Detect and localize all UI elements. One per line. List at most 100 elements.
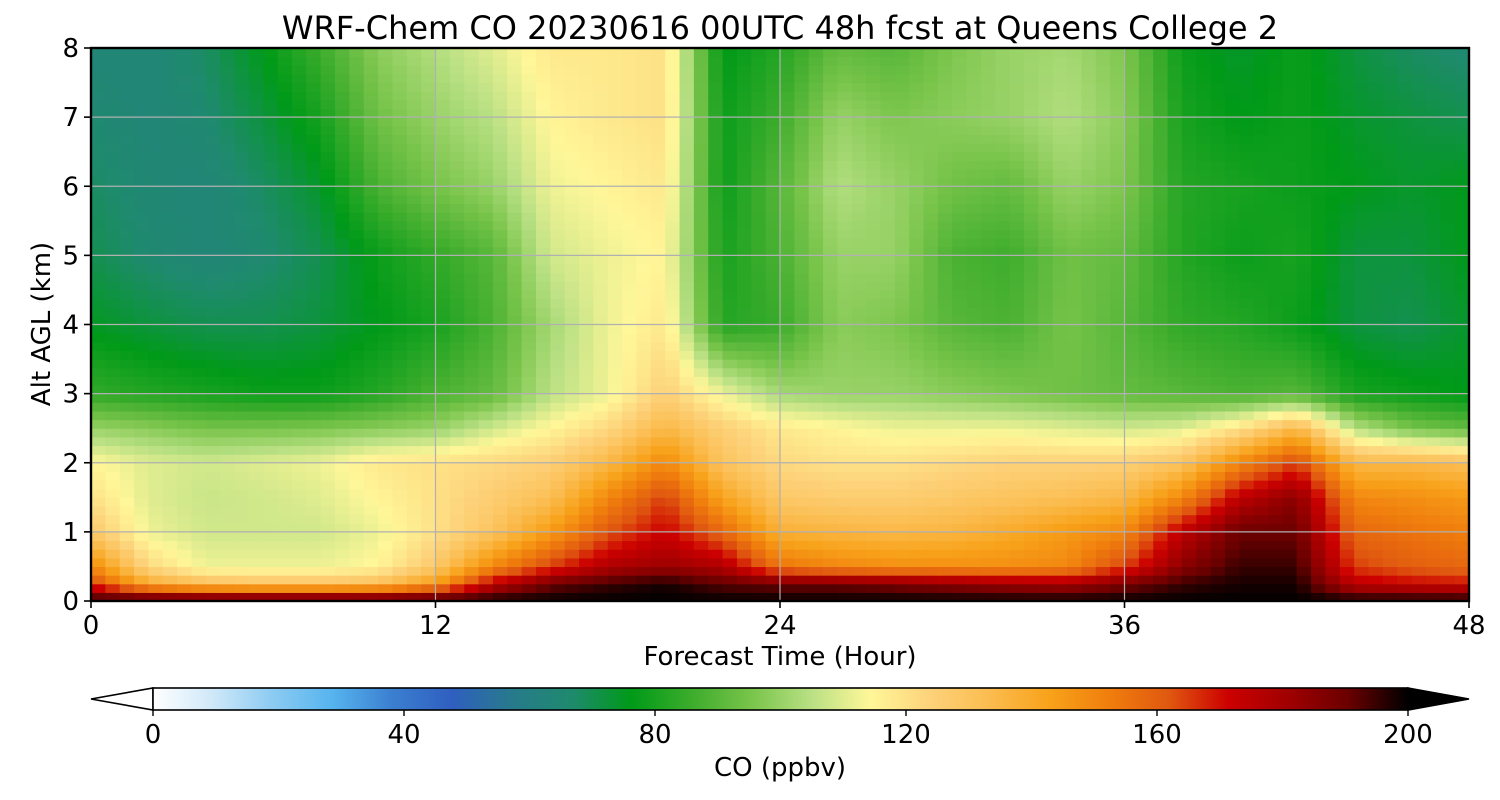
heatmap-cell (1239, 315, 1255, 326)
heatmap-cell (464, 341, 480, 352)
heatmap-cell (507, 177, 523, 187)
heatmap-cell (492, 264, 508, 274)
heatmap-cell (248, 471, 264, 481)
heatmap-cell (1167, 384, 1183, 395)
heatmap-cell (665, 557, 681, 568)
heatmap-cell (607, 333, 623, 343)
heatmap-cell (1210, 220, 1226, 231)
heatmap-cell (521, 238, 537, 248)
heatmap-cell (378, 212, 394, 222)
heatmap-cell (234, 575, 250, 585)
heatmap-cell (205, 315, 221, 326)
heatmap-cell (808, 264, 824, 274)
heatmap-cell (866, 151, 882, 161)
heatmap-cell (1038, 592, 1054, 601)
heatmap-cell (1397, 307, 1413, 317)
heatmap-cell (1411, 566, 1427, 576)
heatmap-cell (1382, 203, 1398, 213)
heatmap-cell (1382, 583, 1398, 593)
heatmap-cell (1067, 471, 1083, 481)
heatmap-cell (263, 229, 279, 239)
heatmap-cell (966, 497, 982, 507)
heatmap-cell (406, 194, 422, 205)
heatmap-cell (392, 583, 408, 593)
heatmap-cell (851, 341, 867, 352)
heatmap-cell (880, 194, 896, 205)
heatmap-cell (435, 315, 451, 326)
heatmap-cell (134, 333, 150, 343)
heatmap-cell (1440, 445, 1456, 455)
heatmap-cell (91, 436, 106, 447)
heatmap-cell (708, 419, 724, 429)
heatmap-cell (636, 471, 652, 481)
heatmap-cell (880, 592, 896, 601)
heatmap-cell (1224, 272, 1240, 282)
heatmap-cell (119, 488, 135, 498)
heatmap-cell (191, 220, 207, 231)
heatmap-cell (263, 203, 279, 213)
heatmap-cell (421, 384, 437, 395)
heatmap-cell (966, 307, 982, 317)
heatmap-cell (693, 255, 709, 265)
heatmap-cell (105, 186, 121, 196)
heatmap-cell (392, 428, 408, 438)
heatmap-cell (119, 531, 135, 542)
heatmap-cell (220, 583, 236, 593)
heatmap-cell (823, 566, 839, 576)
heatmap-cell (1052, 194, 1068, 205)
heatmap-cell (392, 255, 408, 265)
heatmap-cell (923, 592, 939, 601)
heatmap-cell (1224, 212, 1240, 222)
heatmap-cell (1138, 557, 1154, 568)
heatmap-cell (808, 540, 824, 550)
heatmap-cell (1038, 410, 1054, 421)
heatmap-cell (808, 229, 824, 239)
heatmap-cell (708, 281, 724, 291)
heatmap-cell (1311, 462, 1327, 472)
heatmap-cell (148, 583, 164, 593)
heatmap-cell (162, 272, 178, 282)
heatmap-cell (177, 367, 193, 377)
heatmap-cell (1181, 264, 1197, 274)
heatmap-cell (894, 264, 910, 274)
heatmap-cell (794, 315, 810, 326)
heatmap-cell (191, 523, 207, 533)
heatmap-cell (794, 514, 810, 524)
heatmap-cell (177, 445, 193, 455)
heatmap-cell (780, 341, 795, 352)
heatmap-cell (1210, 410, 1226, 421)
heatmap-cell (177, 238, 193, 248)
heatmap-cell (837, 488, 853, 498)
heatmap-cell (421, 402, 437, 412)
heatmap-cell (1325, 393, 1341, 403)
heatmap-cell (1052, 298, 1068, 308)
heatmap-cell (708, 497, 724, 507)
heatmap-cell (320, 324, 336, 334)
heatmap-cell (1339, 168, 1355, 179)
heatmap-cell (177, 549, 193, 559)
heatmap-cell (823, 177, 839, 187)
heatmap-cell (1454, 307, 1469, 317)
heatmap-cell (550, 428, 566, 438)
heatmap-cell (105, 307, 121, 317)
heatmap-cell (148, 307, 164, 317)
heatmap-cell (909, 428, 925, 438)
heatmap-cell (665, 324, 681, 334)
heatmap-cell (995, 531, 1011, 542)
heatmap-cell (1067, 238, 1083, 248)
heatmap-cell (780, 151, 795, 161)
heatmap-cell (1138, 523, 1154, 533)
heatmap-cell (1268, 350, 1283, 360)
heatmap-cell (1196, 151, 1212, 161)
heatmap-cell (665, 445, 681, 455)
heatmap-cell (722, 514, 738, 524)
heatmap-cell (894, 246, 910, 256)
heatmap-cell (808, 557, 824, 568)
heatmap-cell (1354, 367, 1370, 377)
heatmap-cell (1282, 436, 1298, 447)
heatmap-cell (966, 298, 982, 308)
heatmap-cell (866, 583, 882, 593)
heatmap-cell (550, 281, 566, 291)
heatmap-cell (780, 186, 795, 196)
heatmap-cell (492, 168, 508, 179)
